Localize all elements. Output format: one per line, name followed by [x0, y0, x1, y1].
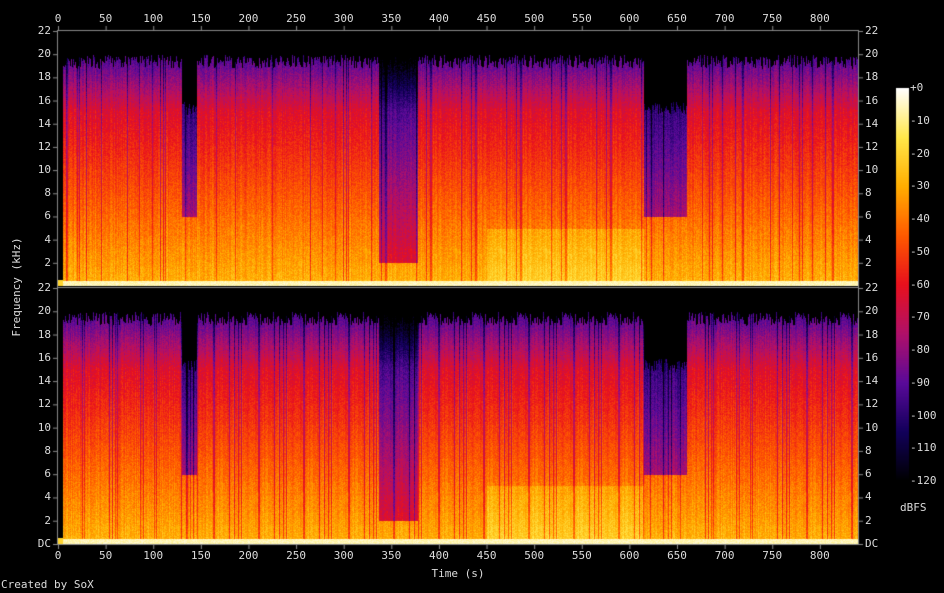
x-tick-bottom: 600 [619, 549, 640, 562]
x-tick-bottom: 450 [476, 549, 497, 562]
y-axis-label: Frequency (kHz) [10, 237, 23, 337]
x-tick-bottom: 800 [809, 549, 830, 562]
y-tick-right: 20 [865, 47, 879, 61]
y-tick-left: 12 [37, 397, 51, 411]
y-tick-right: 16 [865, 93, 879, 107]
y-tick-right: 8 [865, 186, 872, 200]
x-tick-top: 50 [98, 12, 113, 25]
y-tick-right: 4 [865, 232, 872, 246]
x-tick-top: 200 [238, 12, 259, 25]
y-tick-left: 22 [37, 281, 51, 294]
colorbar-tick: -30 [910, 179, 930, 193]
x-tick-bottom: 300 [333, 549, 354, 562]
y-tick-left: 6 [44, 209, 51, 223]
y-tick-right: 6 [865, 209, 872, 223]
x-tick-top: 750 [762, 12, 783, 25]
x-tick-bottom: 750 [762, 549, 783, 562]
y-tick-left: 8 [44, 186, 51, 200]
x-tick-bottom: 100 [143, 549, 164, 562]
x-tick-bottom: 250 [286, 549, 307, 562]
credit-text: Created by SoX [1, 578, 94, 591]
x-tick-top: 650 [667, 12, 687, 25]
y-tick-right: 2 [865, 255, 872, 269]
y-tick-left: 2 [44, 255, 51, 269]
x-tick-top: 450 [476, 12, 497, 25]
y-tick-right: 2 [865, 513, 872, 527]
y-tick-left: 12 [37, 139, 51, 153]
colorbar-tick: -110 [910, 441, 937, 455]
colorbar-tick: -50 [910, 244, 930, 258]
y-tick-left: 10 [37, 420, 51, 434]
y-tick-right: 4 [865, 490, 872, 504]
x-tick-bottom: 350 [381, 549, 402, 562]
colorbar-tick: -70 [910, 310, 930, 324]
colorbar-tick: -20 [910, 146, 930, 160]
x-tick-bottom: 150 [190, 549, 211, 562]
x-tick-top: 700 [714, 12, 735, 25]
x-tick-bottom: 550 [571, 549, 592, 562]
colorbar-tick: -90 [910, 375, 930, 389]
y-tick-left: 18 [37, 70, 51, 84]
x-tick-top: 800 [809, 12, 830, 25]
colorbar-unit-label: dBFS [900, 501, 927, 514]
y-tick-left: 4 [44, 232, 51, 246]
x-tick-top: 350 [381, 12, 402, 25]
y-tick-right: 12 [865, 397, 879, 411]
colorbar-tick: -120 [910, 474, 937, 487]
y-tick-right: 22 [865, 24, 879, 37]
y-tick-right: 14 [865, 374, 879, 388]
y-tick-right: 18 [865, 327, 879, 341]
x-axis-label: Time (s) [431, 567, 485, 580]
y-tick-left: 14 [37, 116, 51, 130]
y-tick-left: 6 [44, 467, 51, 481]
x-tick-bottom: 500 [524, 549, 545, 562]
y-tick-right: 16 [865, 350, 879, 364]
y-tick-left: 14 [37, 374, 51, 388]
x-tick-top: 400 [428, 12, 449, 25]
x-tick-bottom: 50 [98, 549, 113, 562]
y-tick-left: 8 [44, 443, 51, 457]
y-tick-right: 12 [865, 139, 879, 153]
colorbar-tick: -10 [910, 113, 930, 127]
y-tick-left: 10 [37, 163, 51, 177]
x-tick-bottom: 200 [238, 549, 259, 562]
y-tick-right: 20 [865, 304, 879, 318]
y-tick-right: 22 [865, 281, 879, 294]
y-tick-right: 10 [865, 163, 879, 177]
y-tick-left: 4 [44, 490, 51, 504]
x-tick-bottom: 400 [428, 549, 449, 562]
y-tick-left: 18 [37, 327, 51, 341]
x-tick-top: 550 [571, 12, 592, 25]
y-tick-left: 20 [37, 304, 51, 318]
colorbar-tick: -100 [910, 408, 937, 422]
colorbar-tick: -60 [910, 277, 930, 291]
y-tick-right: 10 [865, 420, 879, 434]
y-tick-left: 16 [37, 93, 51, 107]
x-tick-top: 600 [619, 12, 640, 25]
y-tick-right: 14 [865, 116, 879, 130]
x-tick-bottom: 650 [667, 549, 687, 562]
x-tick-top: 0 [54, 12, 62, 25]
y-tick-left: 22 [37, 24, 51, 37]
y-tick-left: 20 [37, 47, 51, 61]
y-tick-left: 16 [37, 350, 51, 364]
y-tick-left: DC [37, 537, 51, 550]
y-tick-right: 18 [865, 70, 879, 84]
x-tick-top: 100 [143, 12, 164, 25]
x-tick-bottom: 0 [54, 549, 62, 562]
y-tick-right: 8 [865, 443, 872, 457]
y-tick-left: 2 [44, 513, 51, 527]
x-tick-top: 300 [333, 12, 354, 25]
colorbar-tick: +0 [910, 81, 924, 94]
x-tick-top: 250 [286, 12, 307, 25]
y-tick-right: DC [865, 537, 879, 550]
x-tick-top: 500 [524, 12, 545, 25]
x-tick-top: 150 [190, 12, 211, 25]
y-tick-right: 6 [865, 467, 872, 481]
colorbar-tick: -80 [910, 343, 930, 356]
x-tick-bottom: 700 [714, 549, 735, 562]
colorbar-tick: -40 [910, 212, 930, 225]
